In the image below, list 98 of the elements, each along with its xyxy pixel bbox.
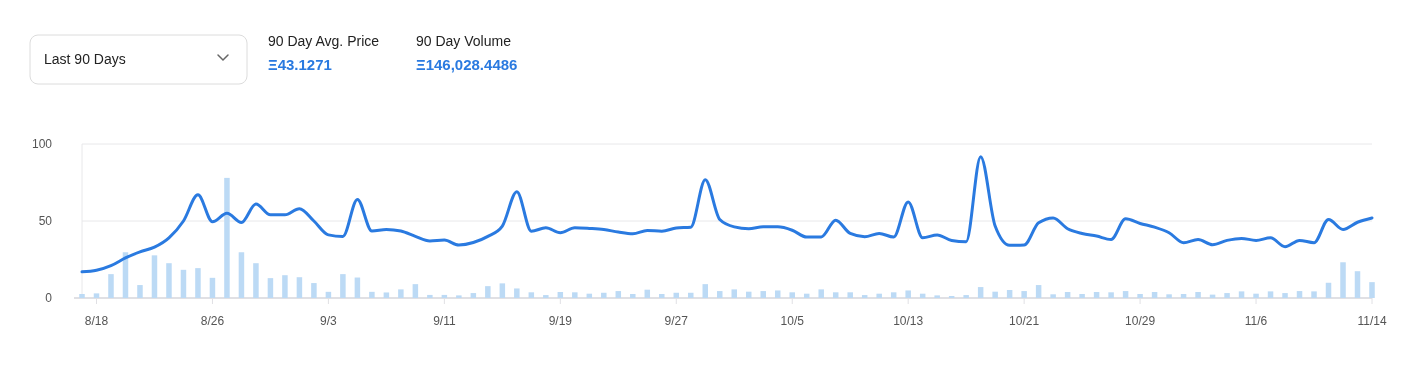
x-tick-label: 10/29 <box>1125 314 1156 328</box>
x-tick-label: 9/27 <box>664 314 689 328</box>
x-tick-label: 10/5 <box>780 314 805 328</box>
bar <box>1137 294 1143 298</box>
bar <box>572 292 578 298</box>
bar <box>543 295 549 298</box>
bar <box>180 269 187 298</box>
bar <box>1282 293 1288 298</box>
bar <box>253 263 259 298</box>
bar <box>760 291 766 298</box>
bar <box>1238 291 1245 298</box>
bar <box>601 292 607 298</box>
bar <box>238 252 245 298</box>
bar <box>296 277 303 298</box>
bar <box>1006 289 1013 298</box>
text: 90 Day Avg. Price <box>268 33 380 49</box>
bar <box>79 294 85 298</box>
bar <box>398 289 404 298</box>
text: Ξ43.1271 <box>268 56 332 73</box>
bar <box>818 289 824 298</box>
bar <box>1122 291 1129 298</box>
bar <box>1369 282 1375 298</box>
bar <box>151 255 158 298</box>
x-tick-label: 11/14 <box>1357 314 1387 328</box>
bar <box>1064 291 1071 298</box>
bar <box>1093 291 1100 298</box>
bar <box>659 294 665 298</box>
bar <box>789 292 795 298</box>
bar <box>688 292 694 298</box>
bar <box>702 284 709 298</box>
bar <box>1224 293 1230 298</box>
bar <box>1035 285 1042 298</box>
bar <box>93 293 100 298</box>
bar <box>1340 262 1346 298</box>
bar <box>934 295 940 298</box>
bar <box>369 291 375 298</box>
x-tick-label: 10/21 <box>1009 314 1040 328</box>
bar <box>427 294 433 298</box>
x-tick-label: 9/11 <box>433 314 456 328</box>
x-tick-label: 8/18 <box>84 314 109 328</box>
bar <box>1267 291 1274 298</box>
bar <box>1050 294 1056 298</box>
bar <box>470 293 477 298</box>
bar <box>195 268 201 298</box>
bar <box>282 275 288 298</box>
bar <box>1021 291 1027 298</box>
bar <box>166 263 172 298</box>
x-tick-label: 11/6 <box>1244 314 1268 328</box>
bar <box>499 283 506 298</box>
bar <box>224 177 230 298</box>
text: Ξ146,028.4486 <box>416 56 518 73</box>
bar <box>412 284 419 298</box>
bar <box>905 290 911 298</box>
bar <box>731 289 737 298</box>
x-tick-label: 9/3 <box>320 314 338 328</box>
bar <box>963 295 969 298</box>
bar <box>876 293 882 298</box>
bar <box>630 294 636 298</box>
bar <box>456 295 462 298</box>
bar <box>890 292 897 298</box>
bar <box>977 287 984 298</box>
bar <box>209 277 216 298</box>
bar <box>485 286 491 298</box>
bar <box>774 290 781 298</box>
bar <box>557 291 564 298</box>
bar <box>1311 291 1317 298</box>
bar <box>1151 291 1158 298</box>
text: 90 Day Volume <box>416 33 512 49</box>
bar <box>1108 292 1114 298</box>
bar <box>528 292 535 298</box>
bar <box>1180 294 1187 298</box>
bar <box>615 291 622 298</box>
bar <box>311 283 317 298</box>
y-tick-label: 100 <box>31 137 53 151</box>
bar <box>717 291 723 298</box>
bar <box>340 274 346 298</box>
bar <box>1354 271 1361 298</box>
bar <box>1166 294 1172 298</box>
x-tick-label: 10/13 <box>893 314 924 328</box>
bar <box>1195 291 1201 298</box>
bar <box>861 295 868 298</box>
bar <box>383 292 390 298</box>
bar <box>1079 294 1085 298</box>
bar <box>847 292 853 298</box>
bar <box>137 285 143 298</box>
x-tick-label: 8/26 <box>200 314 225 328</box>
y-tick-label: 50 <box>38 214 53 228</box>
bar <box>108 274 114 298</box>
bar <box>514 288 520 298</box>
bar <box>1253 293 1259 298</box>
line-series <box>80 155 1374 274</box>
x-tick-label: 9/19 <box>548 314 573 328</box>
bar <box>992 291 998 298</box>
text: Last 90 Days <box>44 51 126 67</box>
bar <box>832 292 839 298</box>
bar <box>267 278 274 298</box>
bar <box>1296 291 1303 298</box>
y-tick-label: 0 <box>45 291 53 305</box>
